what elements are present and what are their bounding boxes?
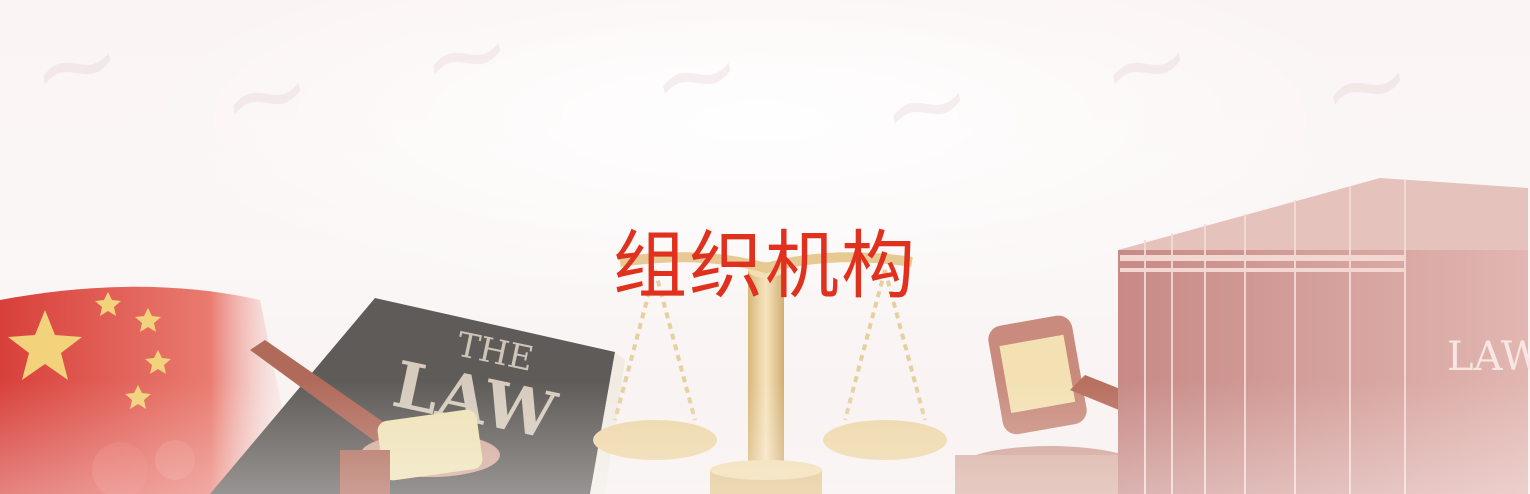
page-title: 组织机构: [0, 206, 1530, 313]
books-label-law: LAW: [1447, 334, 1530, 380]
